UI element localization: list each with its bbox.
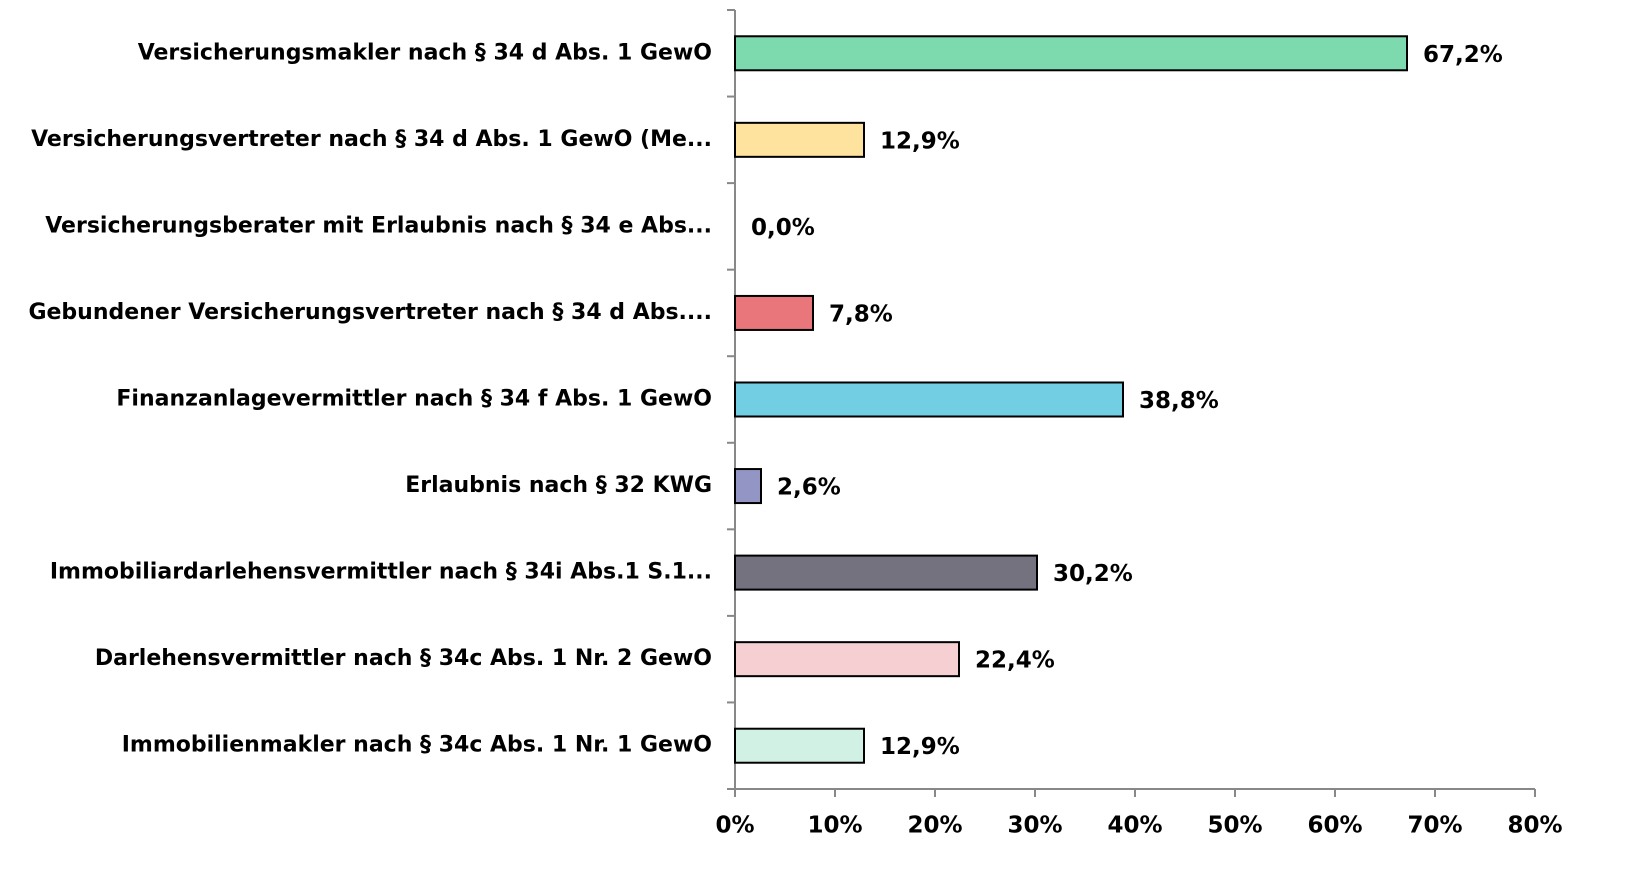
value-label: 12,9% (880, 734, 960, 760)
x-tick-label: 20% (907, 813, 962, 839)
bar (734, 35, 1408, 72)
y-tick-label: Immobiliardarlehensvermittler nach § 34i… (50, 560, 712, 585)
y-tick-label: Versicherungsmakler nach § 34 d Abs. 1 G… (138, 40, 712, 65)
value-label: 2,6% (777, 475, 841, 501)
bar (734, 641, 960, 678)
y-tick-label: Immobilienmakler nach § 34c Abs. 1 Nr. 1… (122, 733, 712, 758)
x-tick-label: 70% (1407, 813, 1462, 839)
value-label: 12,9% (880, 128, 960, 154)
bar (734, 554, 1038, 591)
bar (734, 468, 762, 505)
bar (734, 294, 814, 331)
bar (734, 381, 1124, 418)
x-tick-label: 80% (1507, 813, 1562, 839)
x-tick-label: 60% (1307, 813, 1362, 839)
y-tick-label: Finanzanlagevermittler nach § 34 f Abs. … (116, 387, 712, 412)
y-tick-label: Versicherungsberater mit Erlaubnis nach … (45, 213, 712, 238)
value-label: 7,8% (829, 301, 893, 327)
value-label: 0,0% (751, 215, 815, 241)
x-tick-label: 10% (807, 813, 862, 839)
value-label: 30,2% (1053, 561, 1133, 587)
bar (734, 121, 865, 158)
x-tick-label: 50% (1207, 813, 1262, 839)
y-tick-label: Erlaubnis nach § 32 KWG (405, 473, 712, 498)
x-tick-label: 40% (1107, 813, 1162, 839)
y-tick-label: Versicherungsvertreter nach § 34 d Abs. … (31, 127, 712, 152)
x-tick-label: 0% (715, 813, 754, 839)
y-tick-label: Gebundener Versicherungsvertreter nach §… (28, 300, 712, 325)
y-tick-label: Darlehensvermittler nach § 34c Abs. 1 Nr… (95, 646, 712, 671)
value-label: 22,4% (975, 648, 1055, 674)
bar (734, 727, 865, 764)
x-tick-label: 30% (1007, 813, 1062, 839)
value-label: 67,2% (1423, 42, 1503, 68)
value-label: 38,8% (1139, 388, 1219, 414)
